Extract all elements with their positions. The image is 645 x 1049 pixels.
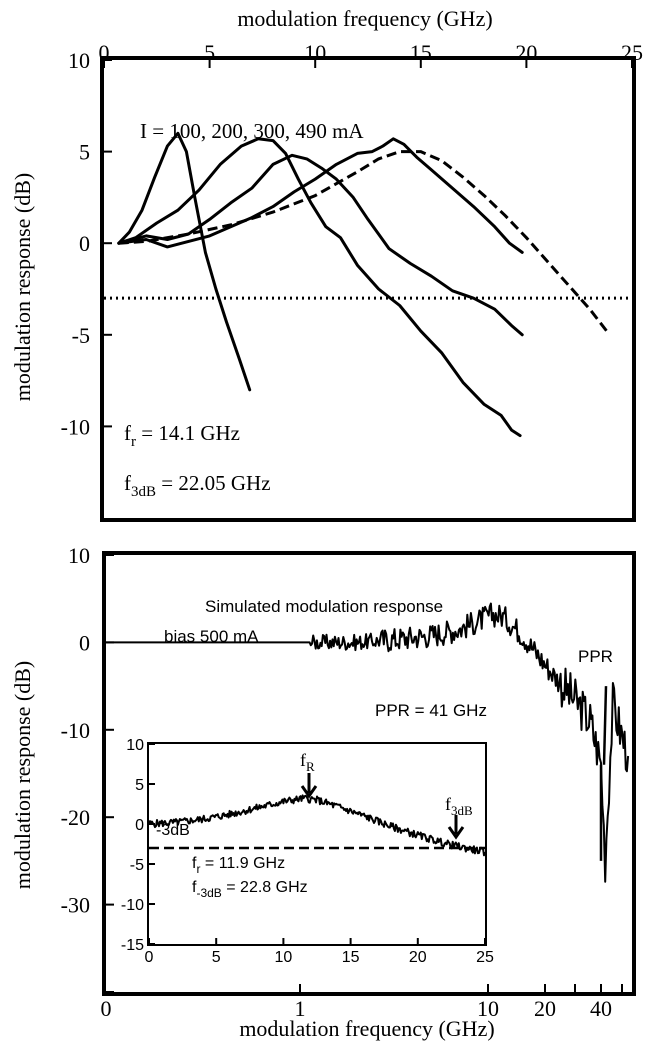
top-series-group xyxy=(117,131,608,438)
ppr-value-text: PPR = 41 GHz xyxy=(375,701,487,720)
bottom-y-tick-label: -30 xyxy=(61,893,90,918)
inset-response-line xyxy=(148,794,486,857)
top-tick-marks xyxy=(103,59,633,428)
inset-x-tick-label: 0 xyxy=(145,949,154,966)
bottom-x-tick-label: 20 xyxy=(534,996,556,1021)
inset-series-group xyxy=(148,794,486,857)
bottom-y-tick-labels: 10 0 -10 -20 -30 xyxy=(61,543,90,918)
inset-fm3db-annotation: f-3dB = 22.8 GHz xyxy=(192,879,308,900)
top-y-axis-title: modulation response (dB) xyxy=(10,173,35,402)
inset-x-tick-label: 10 xyxy=(275,949,293,966)
top-y-tick-label: 0 xyxy=(79,231,90,256)
inset-x-tick-label: 20 xyxy=(409,949,427,966)
inset-y-tick-label: 10 xyxy=(126,737,144,754)
top-series-line-3 xyxy=(117,153,524,337)
inset-f3dB-arrow-icon xyxy=(447,815,465,840)
inset-y-tick-label: 5 xyxy=(135,777,144,794)
inset-fr-annotation: fr = 11.9 GHz xyxy=(192,855,285,876)
inset-fR-label: fR xyxy=(300,750,315,774)
inset-y-tick-label: 0 xyxy=(135,817,144,834)
inset-minus3db-label: -3dB xyxy=(156,822,190,839)
bottom-series-group xyxy=(106,602,630,883)
inset-f3dB-label: f3dB xyxy=(445,794,473,818)
top-series-line-1 xyxy=(117,131,252,392)
bottom-y-axis-title: modulation response (dB) xyxy=(10,661,35,890)
top-y-tick-labels: 10 5 0 -5 -10 xyxy=(61,48,90,439)
top-x-tick-label: 5 xyxy=(204,40,215,65)
bottom-ppr-peak xyxy=(602,686,608,765)
inset-x-tick-label: 25 xyxy=(476,949,494,966)
inset-y-tick-label: -10 xyxy=(121,897,144,914)
inset-x-tick-label: 5 xyxy=(212,949,221,966)
top-x-tick-labels: 0 5 10 15 20 25 xyxy=(99,40,644,65)
bottom-title-text: Simulated modulation response xyxy=(205,597,443,616)
bottom-y-tick-label: 10 xyxy=(68,543,90,568)
inset-x-tick-label: 15 xyxy=(342,949,360,966)
top-current-label: I = 100, 200, 300, 490 mA xyxy=(140,119,364,143)
bottom-x-tick-label: 1 xyxy=(295,996,306,1021)
inset-y-tick-label: -5 xyxy=(130,857,144,874)
top-x-tick-label: 0 xyxy=(99,40,110,65)
bottom-x-tick-label: 0 xyxy=(101,996,112,1021)
bottom-x-axis-title: modulation frequency (GHz) xyxy=(239,1016,494,1041)
inset-background xyxy=(148,743,486,945)
inset-tick-marks xyxy=(148,743,486,945)
top-f3db-annotation: f3dB = 22.05 GHz xyxy=(124,471,271,500)
bottom-x-tick-label: 40 xyxy=(590,996,612,1021)
top-series-line-2 xyxy=(117,137,522,438)
top-series-line-4 xyxy=(117,137,524,254)
inset-plot-frame xyxy=(147,742,487,946)
bottom-x-tick-label: 10 xyxy=(477,996,499,1021)
bottom-response-line xyxy=(106,602,630,883)
bottom-x-tick-labels: 0 1 10 20 40 xyxy=(101,996,613,1021)
bottom-plot-frame xyxy=(102,551,636,996)
top-y-tick-label: -5 xyxy=(72,323,90,348)
bottom-y-tick-label: -20 xyxy=(61,805,90,830)
top-x-axis-title: modulation frequency (GHz) xyxy=(237,6,492,31)
inset-y-tick-labels: 10 5 0 -5 -10 -15 xyxy=(121,737,144,954)
top-plot-frame xyxy=(100,56,636,522)
inset-fR-arrow-icon xyxy=(300,773,318,799)
bottom-y-tick-label: 0 xyxy=(79,630,90,655)
ppr-label: PPR xyxy=(578,647,613,666)
top-chart: modulation frequency (GHz) 0 5 10 15 20 25 10… xyxy=(10,6,644,522)
bottom-y-tick-label: -10 xyxy=(61,718,90,743)
inset-chart: 10 5 0 -5 -10 -15 0 5 10 15 20 25 -3dB fR f3dB fr … xyxy=(121,737,494,966)
inset-x-tick-labels: 0 5 10 15 20 25 xyxy=(145,949,494,966)
top-fr-annotation: fr = 14.1 GHz xyxy=(124,421,240,450)
top-y-tick-label: -10 xyxy=(61,414,90,439)
bottom-bias-text: bias 500 mA xyxy=(164,627,259,646)
top-dashed-fit-line xyxy=(118,150,608,333)
inset-y-tick-label: -15 xyxy=(121,937,144,954)
top-y-tick-label: 10 xyxy=(68,48,90,73)
top-y-tick-label: 5 xyxy=(79,140,90,165)
